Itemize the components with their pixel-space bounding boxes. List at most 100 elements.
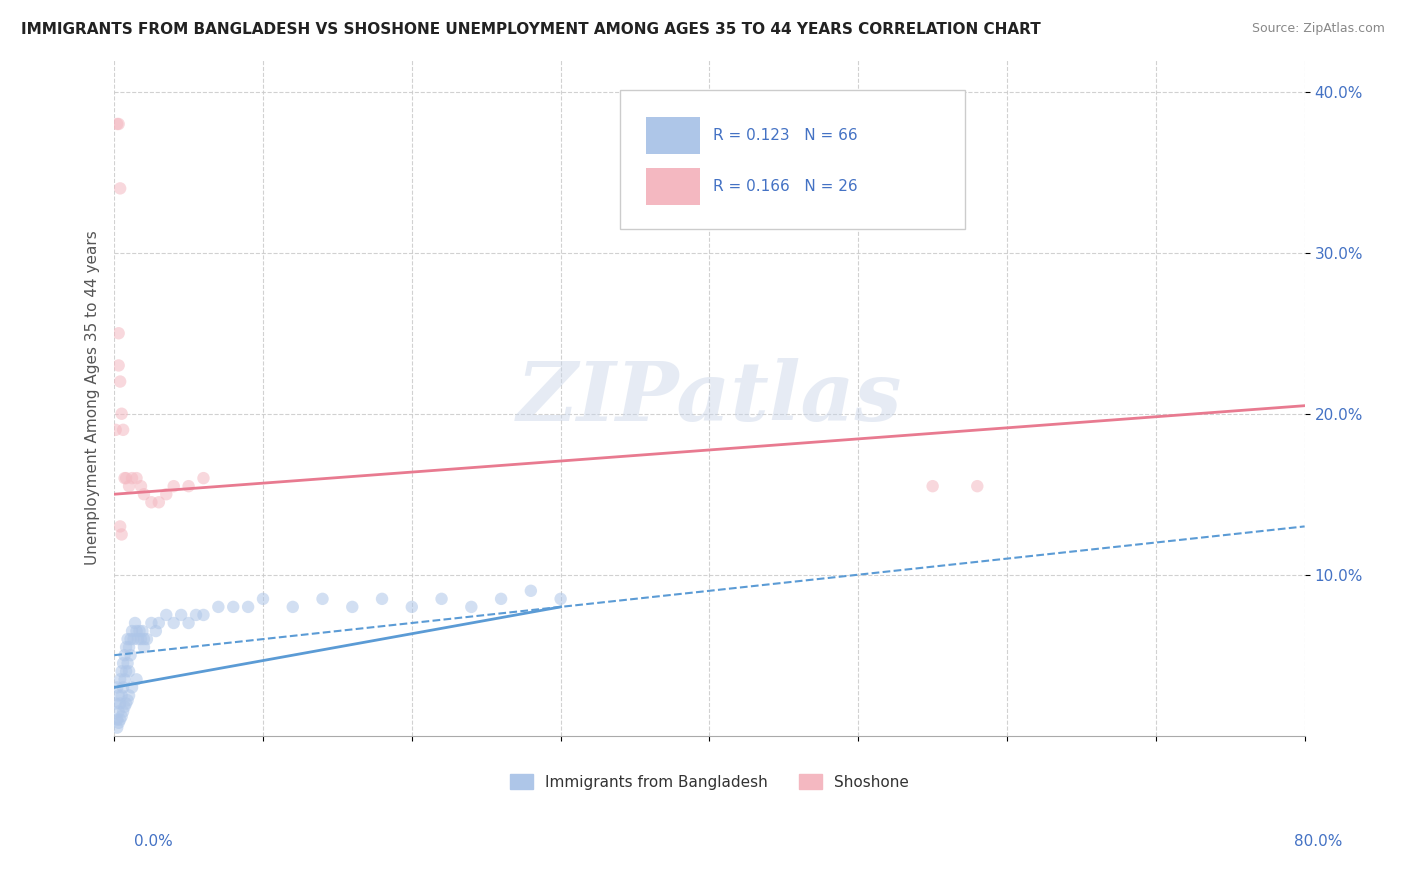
Point xyxy=(125,624,148,638)
Point xyxy=(236,599,259,614)
Point xyxy=(132,640,155,654)
Point xyxy=(145,624,167,638)
Point xyxy=(148,495,170,509)
Point xyxy=(117,657,139,671)
Point xyxy=(107,326,129,341)
Point xyxy=(112,423,135,437)
Point xyxy=(170,607,193,622)
Point xyxy=(117,693,139,707)
Point xyxy=(155,607,177,622)
Point xyxy=(121,624,143,638)
Point xyxy=(127,632,149,646)
Point xyxy=(401,599,423,614)
Point xyxy=(311,591,333,606)
Point xyxy=(121,681,143,695)
Point xyxy=(104,697,127,711)
Point xyxy=(342,599,364,614)
Point xyxy=(115,697,138,711)
Point xyxy=(118,640,141,654)
Point xyxy=(118,689,141,703)
Point xyxy=(193,607,215,622)
Point xyxy=(105,681,128,695)
Point xyxy=(108,519,131,533)
Point xyxy=(177,615,200,630)
Point xyxy=(132,632,155,646)
Point xyxy=(222,599,245,614)
Point xyxy=(371,591,394,606)
Point xyxy=(107,117,129,131)
Point xyxy=(163,479,186,493)
Point xyxy=(114,673,136,687)
Point xyxy=(105,713,128,727)
Point xyxy=(112,705,135,719)
Point xyxy=(120,648,142,663)
Point xyxy=(114,699,136,714)
Text: R = 0.123   N = 66: R = 0.123 N = 66 xyxy=(713,128,858,143)
Point xyxy=(430,591,453,606)
Point xyxy=(121,471,143,485)
Point xyxy=(108,713,131,727)
Point xyxy=(115,665,138,679)
Point xyxy=(148,615,170,630)
Point xyxy=(108,697,131,711)
Point xyxy=(112,657,135,671)
Point xyxy=(120,632,142,646)
Point xyxy=(108,181,131,195)
Point xyxy=(155,487,177,501)
Bar xyxy=(647,117,700,154)
Point xyxy=(115,471,138,485)
Text: R = 0.166   N = 26: R = 0.166 N = 26 xyxy=(713,179,858,194)
Point xyxy=(107,715,129,730)
Point xyxy=(193,471,215,485)
FancyBboxPatch shape xyxy=(620,90,966,228)
Point xyxy=(107,705,129,719)
Point xyxy=(921,479,943,493)
Point xyxy=(125,471,148,485)
Point xyxy=(163,615,186,630)
Point xyxy=(114,471,136,485)
Point xyxy=(489,591,512,606)
Point xyxy=(108,375,131,389)
Point xyxy=(112,681,135,695)
Point xyxy=(118,479,141,493)
Point xyxy=(105,721,128,735)
Point xyxy=(129,479,152,493)
Legend: Immigrants from Bangladesh, Shoshone: Immigrants from Bangladesh, Shoshone xyxy=(505,767,915,796)
Point xyxy=(114,648,136,663)
Text: 0.0%: 0.0% xyxy=(134,834,173,849)
Point xyxy=(111,407,134,421)
Point xyxy=(125,673,148,687)
Point xyxy=(115,640,138,654)
Point xyxy=(117,632,139,646)
Point xyxy=(107,689,129,703)
Point xyxy=(128,624,150,638)
Point xyxy=(460,599,482,614)
Text: IMMIGRANTS FROM BANGLADESH VS SHOSHONE UNEMPLOYMENT AMONG AGES 35 TO 44 YEARS CO: IMMIGRANTS FROM BANGLADESH VS SHOSHONE U… xyxy=(21,22,1040,37)
Point xyxy=(107,359,129,373)
Y-axis label: Unemployment Among Ages 35 to 44 years: Unemployment Among Ages 35 to 44 years xyxy=(86,230,100,565)
Point xyxy=(129,632,152,646)
Point xyxy=(118,665,141,679)
Point xyxy=(135,632,157,646)
Point xyxy=(108,673,131,687)
Point xyxy=(184,607,207,622)
Point xyxy=(207,599,229,614)
Point xyxy=(104,423,127,437)
Point xyxy=(281,599,304,614)
Point xyxy=(111,665,134,679)
Text: 80.0%: 80.0% xyxy=(1295,834,1343,849)
Point xyxy=(141,615,163,630)
Point xyxy=(141,495,163,509)
Point xyxy=(111,527,134,541)
Point xyxy=(111,689,134,703)
Point xyxy=(122,632,145,646)
Point xyxy=(124,615,146,630)
Text: ZIPatlas: ZIPatlas xyxy=(516,358,903,438)
Point xyxy=(966,479,988,493)
Point xyxy=(132,487,155,501)
Bar xyxy=(647,168,700,205)
Point xyxy=(520,583,543,598)
Point xyxy=(177,479,200,493)
Point xyxy=(550,591,572,606)
Point xyxy=(131,624,153,638)
